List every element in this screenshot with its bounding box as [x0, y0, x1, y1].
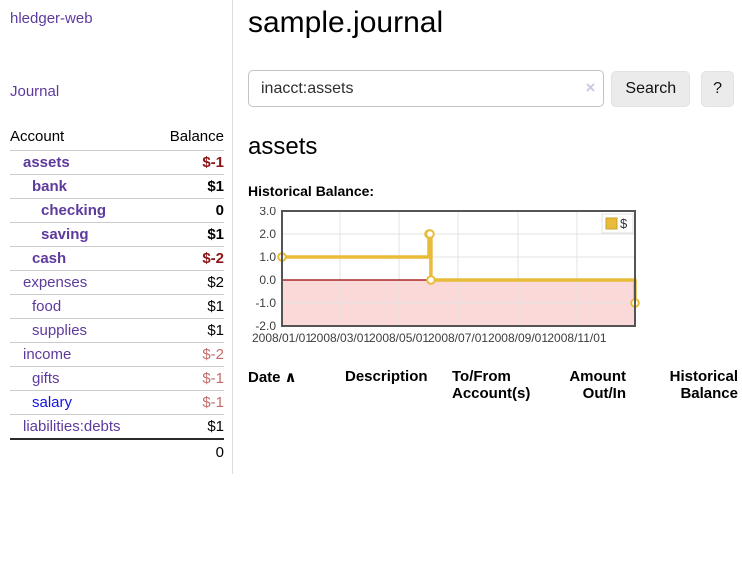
x-tick-label: 2008/05/01: [369, 331, 429, 345]
account-link[interactable]: bank: [32, 178, 68, 195]
app-title-link[interactable]: hledger-web: [10, 10, 93, 27]
page-title: sample.journal: [248, 6, 444, 39]
account-balance: $1: [153, 294, 224, 319]
account-name-cell: food: [10, 294, 154, 319]
register-header-amount: Amount Out/In: [569, 368, 626, 402]
account-link[interactable]: expenses: [23, 274, 88, 291]
account-row: supplies $1: [10, 318, 224, 343]
accounts-total-value: 0: [153, 438, 224, 464]
help-button[interactable]: ?: [701, 70, 734, 107]
register-header-row: Date ∧ Description To/From Account(s) Amo…: [248, 366, 740, 408]
register-header-accounts: To/From Account(s): [452, 368, 531, 402]
register-header-description: Description: [345, 368, 428, 385]
register-header-date[interactable]: Date ∧: [248, 369, 297, 386]
account-link[interactable]: food: [32, 298, 62, 315]
account-row: checking 0: [10, 198, 224, 223]
account-link[interactable]: saving: [41, 226, 89, 243]
search-row: × Search ?: [248, 70, 734, 107]
chart-marker: [425, 229, 435, 239]
account-link[interactable]: supplies: [32, 322, 88, 339]
y-tick-label: 1.0: [259, 250, 276, 264]
account-name-cell: assets: [10, 150, 154, 175]
accounts-table: Account Balance assets $-1 bank $1 checking 0…: [10, 125, 224, 464]
main-panel: sample.journal × Search ? assets Histori…: [233, 0, 742, 408]
search-box: ×: [248, 70, 605, 107]
account-balance: $-1: [153, 150, 224, 175]
account-link[interactable]: gifts: [32, 370, 60, 387]
search-input[interactable]: [248, 70, 605, 107]
accounts-total-row: 0: [10, 438, 224, 464]
legend-label: $: [620, 216, 628, 231]
y-tick-label: 0.0: [259, 273, 276, 287]
account-link[interactable]: assets: [23, 154, 70, 171]
accounts-body: assets $-1 bank $1 checking 0 saving $1 cash $-2 e…: [10, 150, 224, 440]
account-balance: $1: [153, 222, 224, 247]
account-name-cell: saving: [10, 222, 154, 247]
x-tick-label: 2008/07/01: [428, 331, 488, 345]
account-balance: $1: [153, 174, 224, 199]
sidebar-item-journal[interactable]: Journal: [10, 83, 60, 100]
chart-marker: [426, 275, 436, 285]
app-title: hledger-web: [10, 10, 224, 27]
y-tick-label: -1.0: [255, 296, 276, 310]
account-link[interactable]: checking: [41, 202, 107, 219]
account-row: assets $-1: [10, 150, 224, 175]
account-balance: $-2: [153, 246, 224, 271]
x-tick-label: 2008/09/01: [488, 331, 548, 345]
account-name-cell: supplies: [10, 318, 154, 343]
account-name-cell: bank: [10, 174, 154, 199]
app-layout: hledger-web Journal Account Balance asse…: [0, 0, 742, 474]
account-link[interactable]: liabilities:debts: [23, 418, 121, 435]
account-heading: assets: [248, 133, 318, 160]
register-header-balance: Historical Balance: [669, 368, 738, 402]
account-link[interactable]: cash: [32, 250, 67, 267]
account-balance: 0: [153, 198, 224, 223]
y-tick-label: 3.0: [259, 207, 276, 218]
sort-asc-icon: ∧: [284, 369, 297, 386]
account-name-cell: liabilities:debts: [10, 414, 154, 440]
account-row: gifts $-1: [10, 366, 224, 391]
accounts-header-account: Account: [10, 125, 154, 151]
plot-border: [281, 210, 636, 327]
account-row: expenses $2: [10, 270, 224, 295]
accounts-total-spacer: [10, 438, 154, 464]
accounts-header-row: Account Balance: [10, 125, 224, 151]
x-tick-label: 2008/01/01: [252, 331, 312, 345]
legend-swatch: [605, 217, 618, 230]
balance-chart: $ -2.0 -1.0 0.0 1.0 2.0 3.0 2008/01/01 2008/03/0…: [248, 204, 734, 352]
clear-search-icon[interactable]: ×: [585, 78, 596, 97]
account-balance: $-2: [153, 342, 224, 367]
account-balance: $1: [153, 414, 224, 440]
historical-balance-chart: $ -2.0 -1.0 0.0 1.0 2.0 3.0 2008/01/012008/03/0…: [252, 204, 640, 345]
account-row: cash $-2: [10, 246, 224, 271]
account-name-cell: income: [10, 342, 154, 367]
account-balance: $2: [153, 270, 224, 295]
account-balance: $-1: [153, 366, 224, 391]
account-row: food $1: [10, 294, 224, 319]
account-link[interactable]: salary: [32, 394, 73, 411]
account-name-cell: cash: [10, 246, 154, 271]
account-link[interactable]: income: [23, 346, 72, 363]
y-tick-label: 2.0: [259, 227, 276, 241]
account-row: bank $1: [10, 174, 224, 199]
y-tick-label: -2.0: [255, 319, 276, 333]
account-name-cell: gifts: [10, 366, 154, 391]
register-table: Date ∧ Description To/From Account(s) Amo…: [248, 366, 740, 408]
x-tick-label: 2008/03/01: [310, 331, 370, 345]
chart-title: Historical Balance:: [248, 183, 375, 199]
account-name-cell: expenses: [10, 270, 154, 295]
account-name-cell: salary: [10, 390, 154, 415]
x-tick-label: 2008/11/01: [547, 331, 606, 345]
accounts-header-balance: Balance: [153, 125, 224, 151]
account-balance: $-1: [153, 390, 224, 415]
account-name-cell: checking: [10, 198, 154, 223]
account-balance: $1: [153, 318, 224, 343]
search-button[interactable]: Search: [611, 70, 691, 107]
account-row: liabilities:debts $1: [10, 414, 224, 440]
account-row: saving $1: [10, 222, 224, 247]
sidebar: hledger-web Journal Account Balance asse…: [0, 0, 233, 474]
account-row: salary $-1: [10, 390, 224, 415]
account-row: income $-2: [10, 342, 224, 367]
